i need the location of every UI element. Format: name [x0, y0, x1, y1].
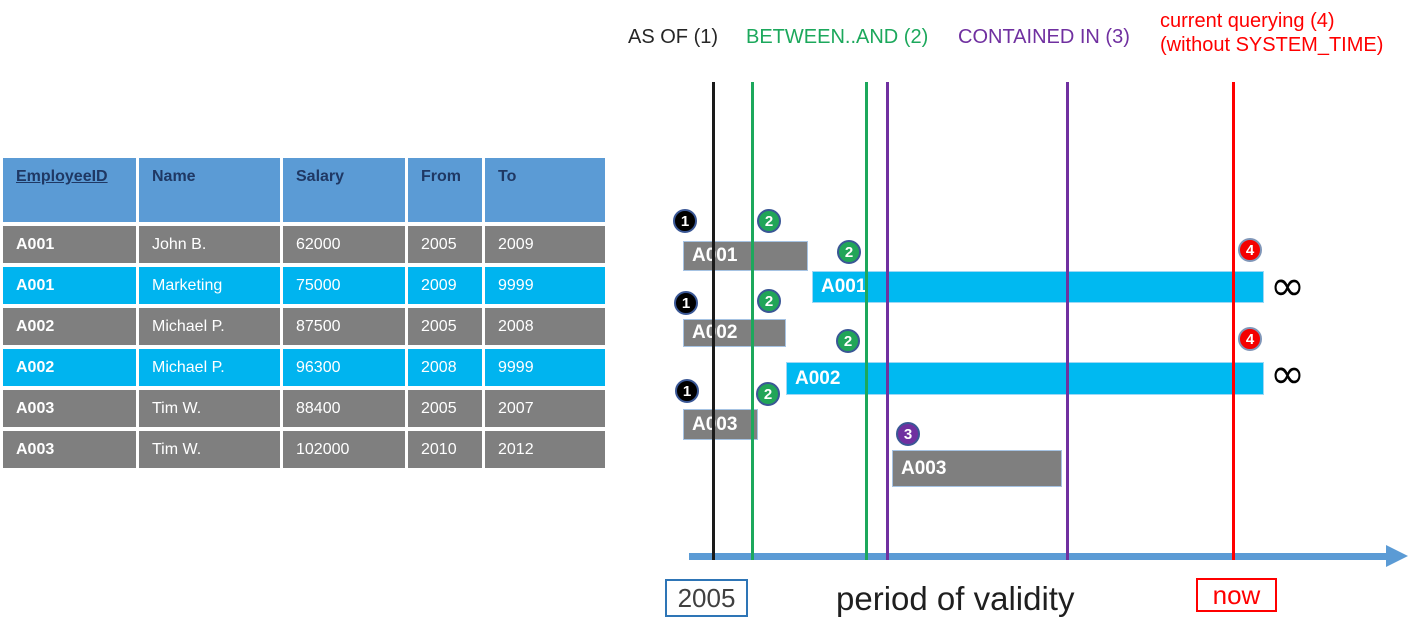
- table-row: A001 Marketing 75000 2009 9999: [3, 267, 605, 304]
- axis-start-year-box: 2005: [665, 579, 748, 617]
- badge-between: 2: [757, 209, 781, 233]
- cell-employee-id: A001: [3, 226, 136, 263]
- now-line: [1232, 82, 1235, 560]
- employee-history-table: EmployeeID Name Salary From To A001 John…: [3, 158, 605, 468]
- legend-as-of: AS OF (1): [628, 26, 719, 48]
- badge-as-of: 1: [675, 379, 699, 403]
- contained-start-line: [886, 82, 889, 560]
- column-header-from: From: [408, 158, 482, 222]
- cell-employee-id: A002: [3, 349, 136, 386]
- cell-salary: 62000: [283, 226, 405, 263]
- badge-current: 4: [1238, 327, 1262, 351]
- cell-salary: 87500: [283, 308, 405, 345]
- badge-between: 2: [756, 382, 780, 406]
- badge-current: 4: [1238, 238, 1262, 262]
- cell-employee-id: A002: [3, 308, 136, 345]
- between-start-line: [751, 82, 754, 560]
- table-row: A002 Michael P. 87500 2005 2008: [3, 308, 605, 345]
- bar-label: A003: [901, 457, 947, 479]
- cell-salary: 75000: [283, 267, 405, 304]
- bar-a003-history-2: A003: [892, 450, 1062, 487]
- badge-contained: 3: [896, 422, 920, 446]
- cell-employee-id: A003: [3, 390, 136, 427]
- bar-a003-history-1: A003: [683, 409, 758, 440]
- column-header-salary: Salary: [283, 158, 405, 222]
- badge-as-of: 1: [674, 291, 698, 315]
- table-row: A003 Tim W. 88400 2005 2007: [3, 390, 605, 427]
- badge-between: 2: [836, 329, 860, 353]
- cell-from: 2009: [408, 267, 482, 304]
- cell-from: 2008: [408, 349, 482, 386]
- cell-employee-id: A001: [3, 267, 136, 304]
- cell-to: 2008: [485, 308, 605, 345]
- bar-a001-history: A001: [683, 241, 808, 271]
- infinity-icon: ∞: [1270, 349, 1305, 398]
- bar-a001-current: A001: [812, 271, 1264, 303]
- cell-name: Michael P.: [139, 349, 280, 386]
- cell-name: John B.: [139, 226, 280, 263]
- bar-a002-history: A002: [683, 319, 786, 347]
- table-row: A003 Tim W. 102000 2010 2012: [3, 431, 605, 468]
- cell-to: 2009: [485, 226, 605, 263]
- cell-name: Michael P.: [139, 308, 280, 345]
- between-end-line: [865, 82, 868, 560]
- badge-as-of: 1: [673, 209, 697, 233]
- cell-to: 9999: [485, 349, 605, 386]
- cell-from: 2005: [408, 390, 482, 427]
- cell-from: 2010: [408, 431, 482, 468]
- legend-current-querying: current querying (4) (without SYSTEM_TIM…: [1160, 9, 1383, 57]
- legend-current-querying-line1: current querying (4): [1160, 10, 1335, 32]
- cell-name: Tim W.: [139, 431, 280, 468]
- infinity-icon: ∞: [1270, 261, 1305, 310]
- as-of-line: [712, 82, 715, 560]
- table-row: A001 John B. 62000 2005 2009: [3, 226, 605, 263]
- cell-salary: 96300: [283, 349, 405, 386]
- cell-to: 9999: [485, 267, 605, 304]
- legend-contained-in: CONTAINED IN (3): [958, 26, 1130, 48]
- table-header-row: EmployeeID Name Salary From To: [3, 158, 605, 222]
- cell-from: 2005: [408, 308, 482, 345]
- legend-between-and: BETWEEN..AND (2): [746, 26, 929, 48]
- cell-name: Marketing: [139, 267, 280, 304]
- axis-title: period of validity: [836, 580, 1075, 617]
- cell-to: 2012: [485, 431, 605, 468]
- bar-label: A001: [821, 276, 867, 297]
- column-header-name: Name: [139, 158, 280, 222]
- time-axis: [689, 553, 1389, 560]
- cell-to: 2007: [485, 390, 605, 427]
- bar-label: A002: [795, 367, 841, 389]
- cell-from: 2005: [408, 226, 482, 263]
- axis-now-box: now: [1196, 578, 1277, 612]
- time-axis-arrow-icon: [1386, 545, 1408, 567]
- bar-a002-current: A002: [786, 362, 1264, 395]
- column-header-to: To: [485, 158, 605, 222]
- badge-between: 2: [757, 289, 781, 313]
- legend-current-querying-line2: (without SYSTEM_TIME): [1160, 34, 1384, 56]
- cell-name: Tim W.: [139, 390, 280, 427]
- column-header-employee-id: EmployeeID: [3, 158, 136, 222]
- cell-salary: 88400: [283, 390, 405, 427]
- cell-salary: 102000: [283, 431, 405, 468]
- contained-end-line: [1066, 82, 1069, 560]
- table-row: A002 Michael P. 96300 2008 9999: [3, 349, 605, 386]
- badge-between: 2: [837, 240, 861, 264]
- cell-employee-id: A003: [3, 431, 136, 468]
